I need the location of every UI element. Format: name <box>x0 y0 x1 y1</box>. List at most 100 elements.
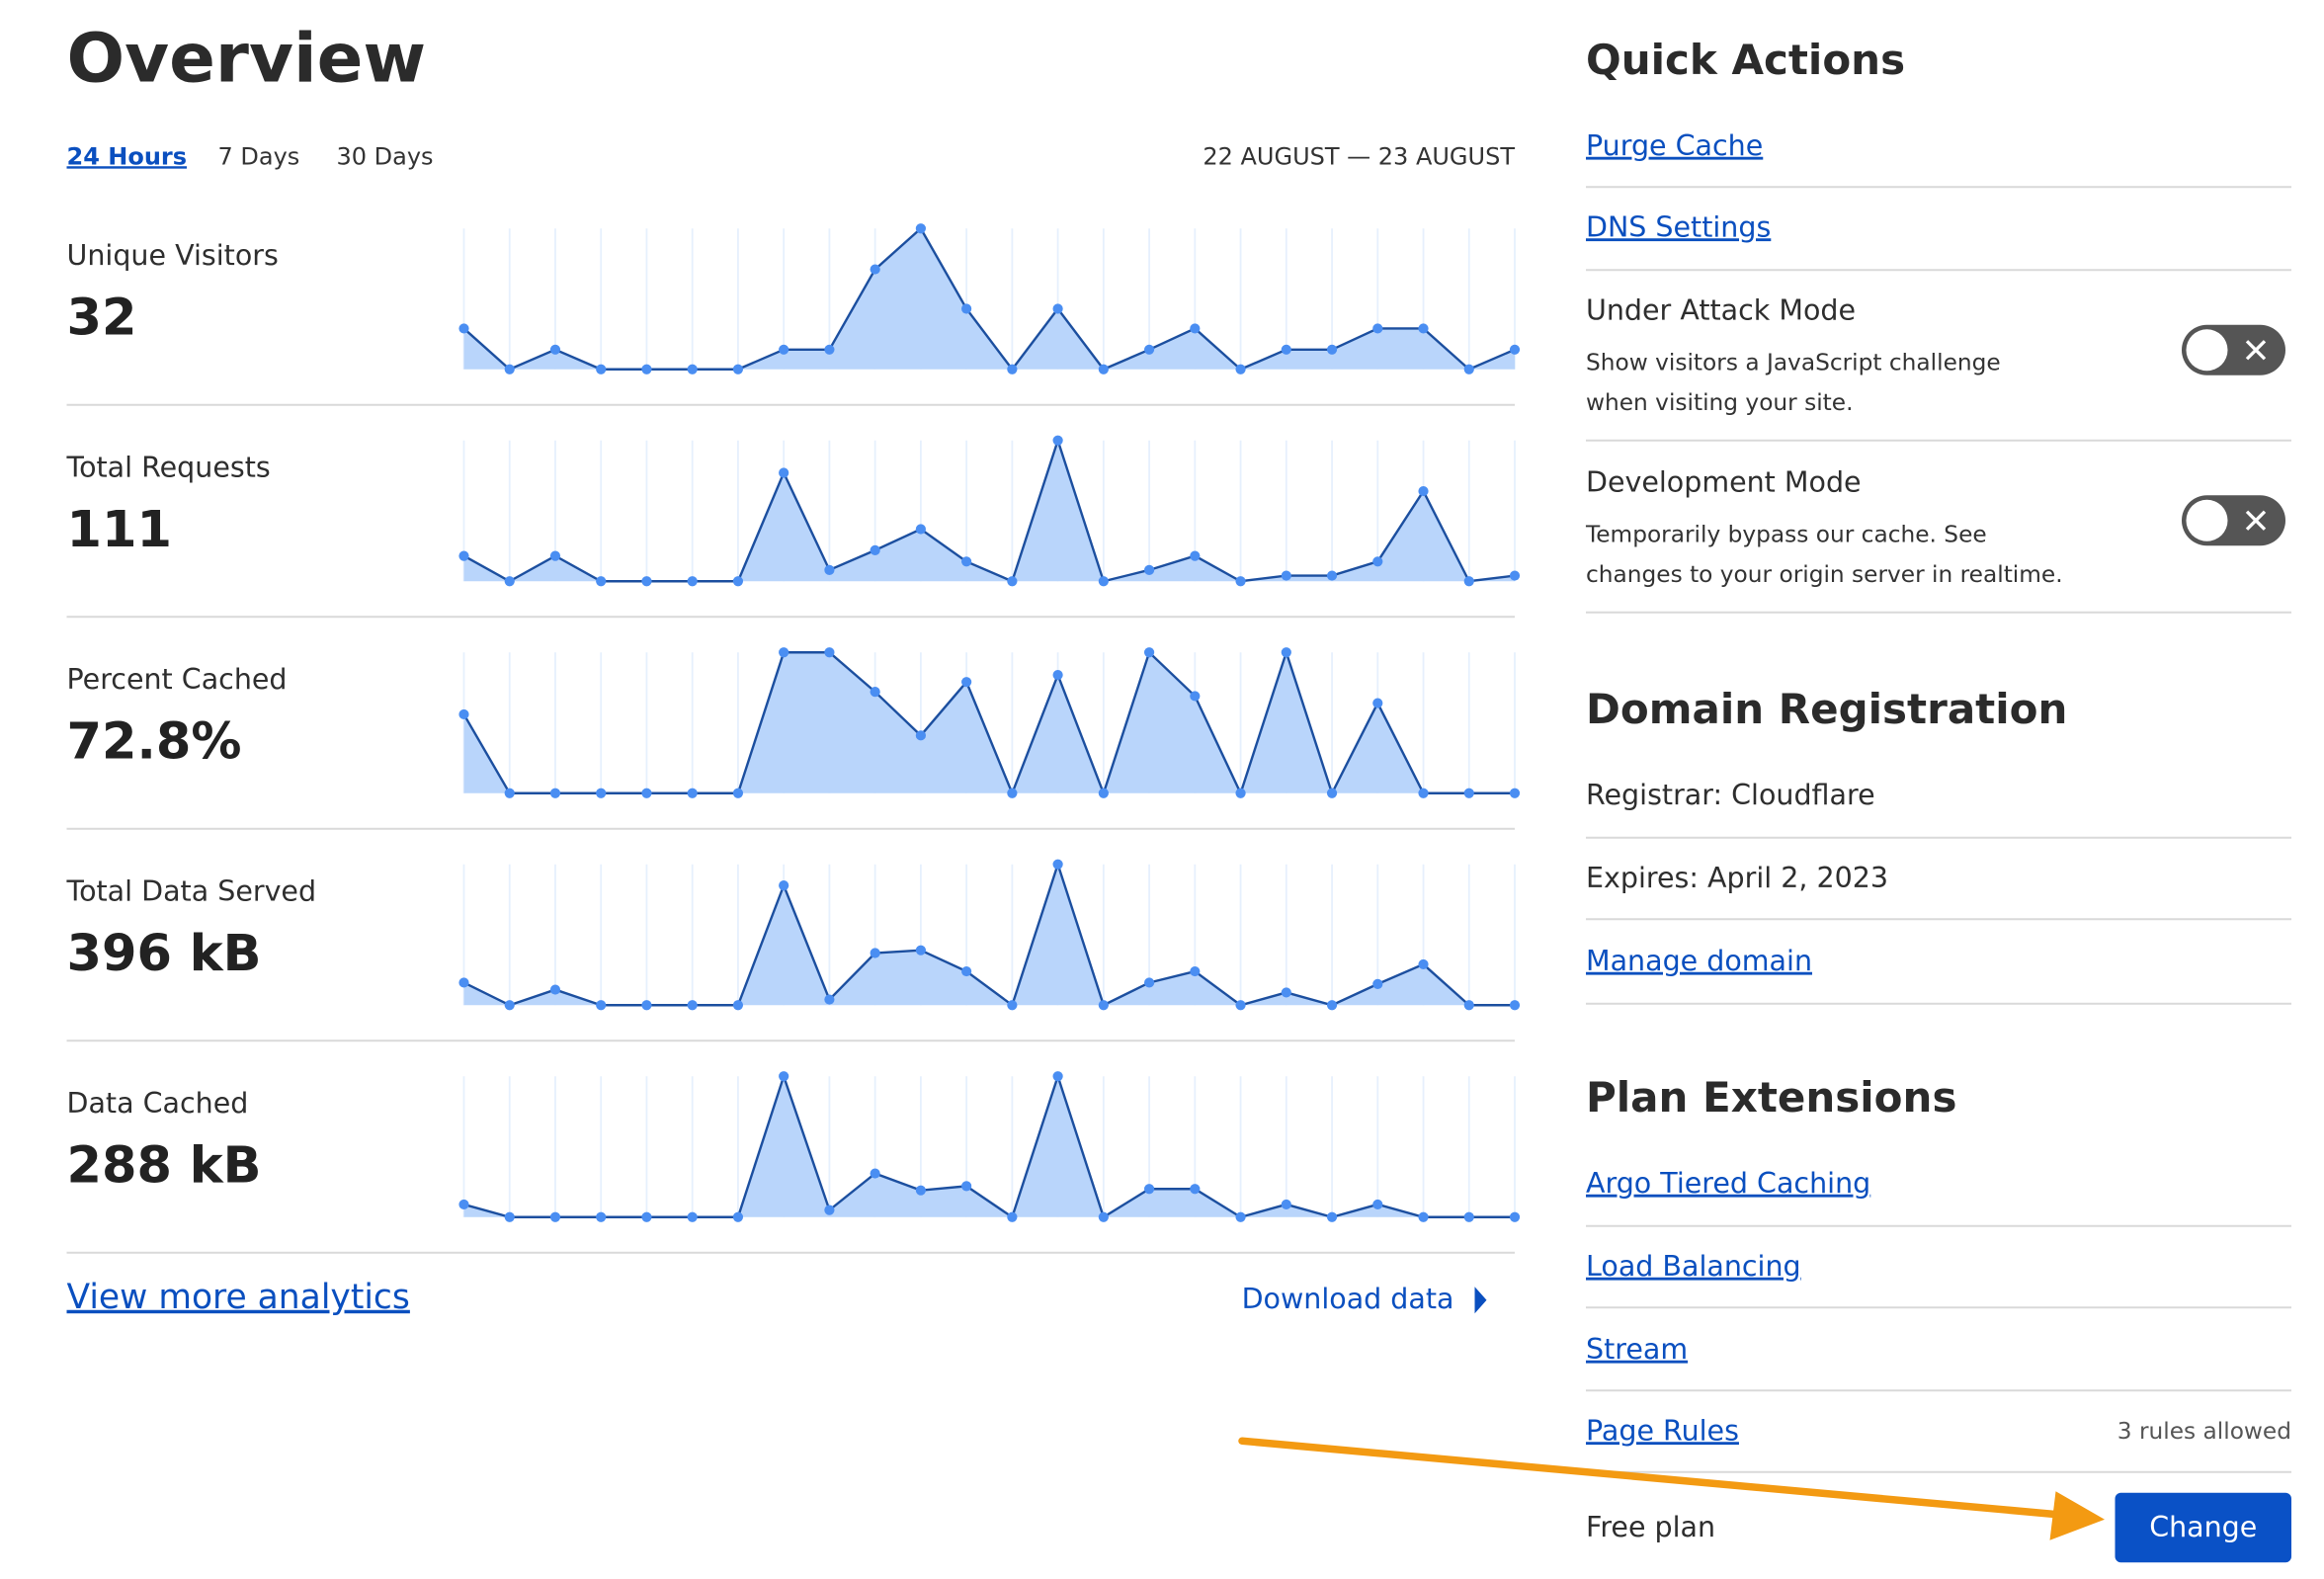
action-link[interactable]: DNS Settings <box>1586 210 1771 243</box>
point <box>1143 1184 1155 1195</box>
point <box>732 1000 744 1011</box>
metric-label: Data Cached <box>67 1087 249 1120</box>
point <box>458 323 469 334</box>
point <box>549 1211 561 1222</box>
point <box>870 687 880 698</box>
action-link[interactable]: Purge Cache <box>1586 129 1763 162</box>
point <box>1463 1000 1474 1011</box>
point <box>687 576 698 587</box>
plan-name: Free plan <box>1586 1511 1715 1543</box>
point <box>779 647 789 658</box>
point <box>1372 323 1383 334</box>
point <box>824 994 835 1005</box>
point <box>1281 1199 1291 1210</box>
point <box>824 647 835 658</box>
point <box>1235 1000 1246 1011</box>
point <box>1326 570 1338 581</box>
extension-link[interactable]: Load Balancing <box>1586 1250 1801 1283</box>
change-button[interactable]: Change <box>2115 1492 2292 1563</box>
point <box>1418 323 1429 334</box>
point <box>1098 1000 1109 1011</box>
point <box>961 1181 972 1192</box>
line <box>462 436 1516 583</box>
manage-link[interactable]: Manage domain <box>1586 945 1812 977</box>
point <box>915 524 926 535</box>
point <box>1007 1000 1018 1011</box>
point <box>1463 576 1474 587</box>
point <box>1463 1211 1474 1222</box>
point <box>641 364 652 374</box>
toggle[interactable] <box>2182 495 2285 546</box>
point <box>1281 987 1291 998</box>
point <box>870 264 880 275</box>
point <box>1281 570 1291 581</box>
point <box>549 344 561 355</box>
tab[interactable]: 30 Days <box>337 142 434 170</box>
point <box>1007 364 1018 374</box>
metric-value: 32 <box>67 289 137 347</box>
button-label[interactable]: Change <box>2149 1511 2257 1543</box>
metric-value: 288 kB <box>67 1136 262 1195</box>
toggle-label: Under Attack Mode <box>1586 293 1856 326</box>
tab[interactable]: 7 Days <box>218 142 300 170</box>
point <box>1372 978 1383 989</box>
point <box>1372 556 1383 567</box>
metric-value: 111 <box>67 501 172 559</box>
point <box>687 1000 698 1011</box>
point <box>1190 323 1201 334</box>
point <box>732 364 744 374</box>
point <box>1281 647 1291 658</box>
extension-link[interactable]: Argo Tiered Caching <box>1586 1167 1870 1200</box>
area <box>463 440 1515 582</box>
tab[interactable]: 24 Hours <box>67 142 188 170</box>
point <box>1372 1199 1383 1210</box>
download-icon <box>1474 1287 1487 1314</box>
date-range: 22 AUGUST — 23 AUGUST <box>1203 142 1515 170</box>
point <box>1418 788 1429 798</box>
point <box>1326 788 1338 798</box>
point <box>961 303 972 314</box>
point <box>596 364 607 374</box>
point <box>458 550 469 561</box>
extension-link[interactable]: Page Rules <box>1586 1414 1739 1447</box>
view-more-link[interactable]: View more analytics <box>67 1278 410 1317</box>
point <box>961 677 972 688</box>
point <box>1509 1211 1521 1222</box>
point <box>1143 344 1155 355</box>
point <box>504 1211 515 1222</box>
point <box>504 576 515 587</box>
point <box>1143 977 1155 988</box>
point <box>641 1000 652 1011</box>
point <box>870 948 880 958</box>
toggle[interactable] <box>2182 324 2285 375</box>
point <box>504 788 515 798</box>
line <box>462 226 1516 372</box>
point <box>549 788 561 798</box>
point <box>1098 364 1109 374</box>
point <box>1143 647 1155 658</box>
point <box>596 576 607 587</box>
toggle-description: Temporarily bypass our cache. See <box>1585 521 1987 547</box>
point <box>915 223 926 234</box>
point <box>1190 691 1201 702</box>
point <box>824 1205 835 1215</box>
point <box>1326 1000 1338 1011</box>
point <box>779 467 789 478</box>
point <box>1052 435 1063 446</box>
metrics: Unique Visitors 32 Total Requests 111 Percen… <box>66 223 1521 1254</box>
area <box>463 652 1515 793</box>
point <box>1235 576 1246 587</box>
point <box>961 556 972 567</box>
point <box>1007 576 1018 587</box>
point <box>779 344 789 355</box>
point <box>1052 859 1063 870</box>
point <box>1463 788 1474 798</box>
point <box>1418 958 1429 970</box>
download-link[interactable]: Download data <box>1242 1283 1454 1315</box>
point <box>1098 576 1109 587</box>
extension-link[interactable]: Stream <box>1586 1333 1688 1366</box>
expires: Expires: April 2, 2023 <box>1586 862 1888 894</box>
point <box>1190 1184 1201 1195</box>
